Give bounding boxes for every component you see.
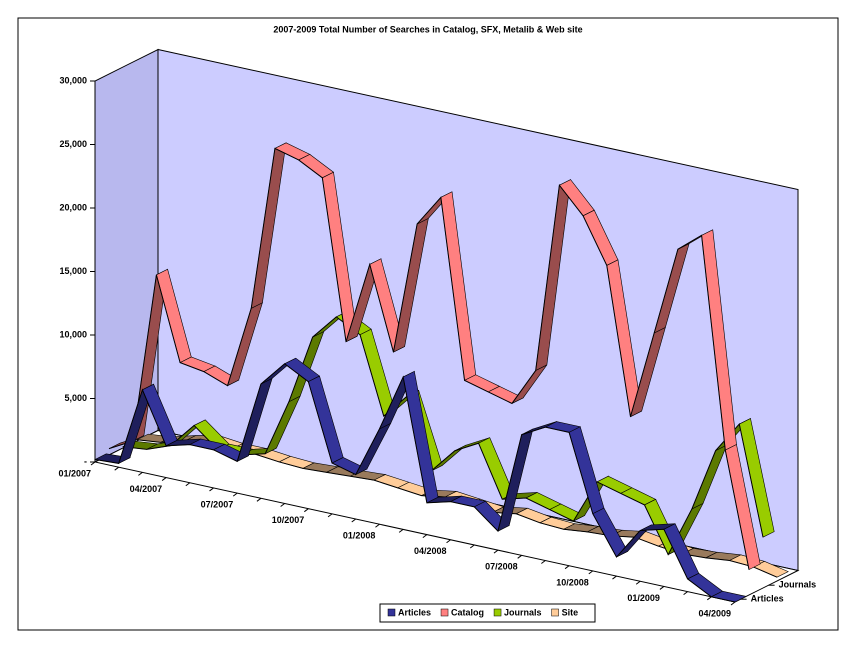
x-tick — [351, 518, 357, 523]
y-tick-label: 15,000 — [59, 266, 87, 276]
x-tick-label: 07/2007 — [201, 499, 234, 509]
x-tick — [564, 565, 570, 570]
x-tick — [659, 586, 665, 590]
x-tick-label: 04/2008 — [414, 546, 447, 556]
legend-label: Site — [562, 607, 579, 617]
x-tick — [541, 560, 546, 564]
x-tick — [588, 570, 594, 575]
series-line — [94, 363, 736, 603]
legend-label: Journals — [504, 607, 542, 617]
legend-swatch — [551, 608, 559, 617]
series-line — [108, 147, 750, 570]
x-tick — [232, 492, 238, 497]
x-tick-label: 10/2008 — [556, 577, 589, 587]
x-tick — [517, 554, 522, 559]
depth-label: Journals — [779, 580, 817, 590]
x-tick — [256, 497, 262, 502]
legend-swatch — [440, 608, 449, 617]
x-tick — [280, 503, 285, 507]
x-tick — [161, 477, 167, 481]
legend-box — [379, 603, 596, 623]
x-tick — [422, 534, 428, 538]
x-tick — [90, 461, 96, 466]
x-tick-label: 01/2007 — [58, 468, 91, 478]
depth-label: Articles — [751, 594, 784, 604]
x-tick — [635, 580, 641, 585]
series — [108, 142, 761, 571]
x-tick-label: 01/2008 — [343, 531, 376, 541]
x-tick — [304, 508, 309, 513]
x-tick — [446, 539, 451, 544]
x-tick-label: 04/2007 — [130, 484, 163, 494]
y-tick-label: 5,000 — [64, 393, 87, 403]
x-tick — [398, 529, 404, 533]
x-tick — [612, 575, 617, 580]
y-tick-label: 20,000 — [59, 202, 87, 212]
x-tick-label: 01/2009 — [627, 593, 660, 603]
y-tick-label: 30,000 — [59, 75, 87, 85]
x-tick-label: 04/2009 — [698, 608, 731, 618]
x-tick — [706, 596, 712, 601]
x-tick — [185, 482, 191, 487]
y-tick-label: 25,000 — [59, 139, 87, 149]
legend-swatch — [493, 608, 502, 617]
x-tick — [683, 591, 688, 596]
x-tick — [730, 601, 736, 606]
x-tick — [114, 466, 120, 471]
y-tick-label: 10,000 — [59, 329, 87, 339]
x-tick — [138, 471, 143, 476]
x-tick — [327, 513, 333, 518]
x-tick — [209, 487, 214, 492]
legend: Articles Catalog Journals Site — [379, 603, 596, 623]
legend-label: Catalog — [451, 607, 484, 617]
y-tick-label: - — [84, 456, 87, 466]
legend-swatch — [387, 608, 396, 617]
x-tick-label: 10/2007 — [272, 515, 305, 525]
x-tick — [469, 544, 475, 549]
chart-title: 2007-2009 Total Number of Searches in Ca… — [273, 24, 582, 34]
series — [94, 357, 748, 603]
legend-label: Articles — [398, 607, 431, 617]
x-tick — [493, 549, 499, 554]
x-tick — [375, 523, 380, 528]
x-tick-label: 07/2008 — [485, 562, 518, 572]
